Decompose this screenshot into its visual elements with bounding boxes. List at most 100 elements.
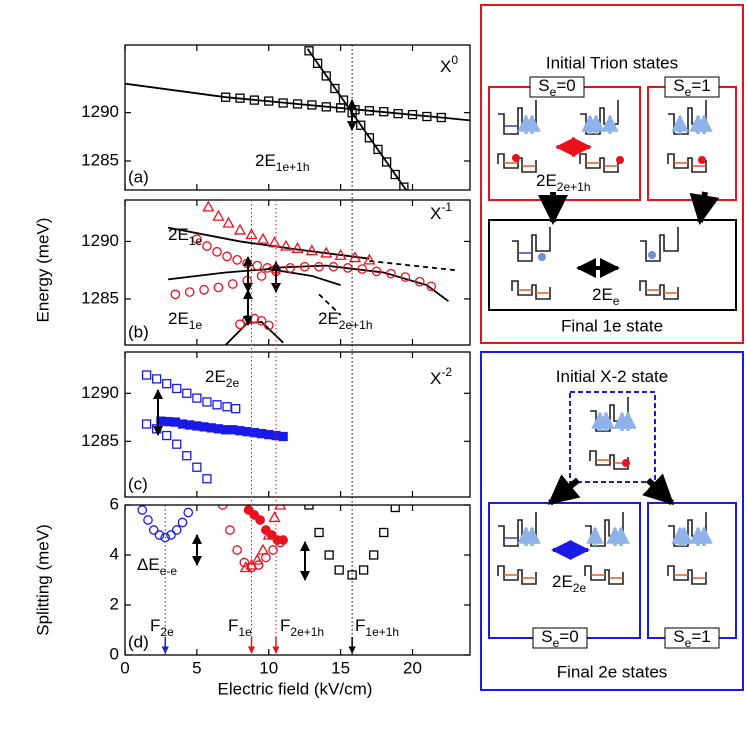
data-point xyxy=(274,505,287,510)
dot-icon xyxy=(497,512,541,585)
y-tick-label: 6 xyxy=(110,494,119,513)
trion-frame xyxy=(480,4,744,344)
data-point xyxy=(170,289,181,300)
species-label-sup: 0 xyxy=(451,53,458,67)
field-marker-label: F2e xyxy=(150,616,174,639)
data-point xyxy=(373,144,383,155)
data-point xyxy=(263,320,274,331)
conduction-band xyxy=(668,100,707,135)
particle xyxy=(648,251,656,259)
field-marker-label-sub: 1e+1h xyxy=(365,625,399,639)
fit-line xyxy=(306,48,408,190)
annotation-sub: 1e xyxy=(189,234,203,248)
data-point xyxy=(255,515,265,525)
data-point xyxy=(347,570,357,580)
exchange-label: 2Ee xyxy=(592,285,620,308)
species-label: X-1 xyxy=(430,200,452,223)
data-point xyxy=(422,111,432,122)
data-point xyxy=(162,430,172,441)
diagram-title: Initial X-2 state xyxy=(556,367,668,386)
data-point xyxy=(256,271,267,281)
data-point xyxy=(393,108,403,119)
data-point xyxy=(268,236,281,248)
diagram-title-title_tail: state xyxy=(627,367,669,386)
data-point xyxy=(202,397,212,407)
data-point xyxy=(334,248,347,260)
y-axis-label: Energy (meV) xyxy=(33,218,52,323)
data-point xyxy=(151,374,162,384)
data-point xyxy=(252,260,263,271)
annotation-text: 2E xyxy=(205,367,226,386)
state-box xyxy=(488,502,641,639)
plot-area xyxy=(137,505,400,580)
data-point xyxy=(390,505,400,513)
data-point xyxy=(227,279,238,289)
state-tag-label-sub: e xyxy=(550,85,557,99)
field-marker-label: F2e+1h xyxy=(280,616,324,639)
dot-icon xyxy=(511,227,551,300)
state-tag-label: Se=0 xyxy=(538,76,575,99)
state-box xyxy=(569,391,656,483)
annotation-sub: 2e xyxy=(226,376,240,390)
panel-label: (b) xyxy=(128,322,149,341)
data-point xyxy=(363,253,376,265)
data-point xyxy=(222,402,232,412)
data-point xyxy=(154,530,165,540)
diagram-title: Final 2e states xyxy=(557,662,668,681)
panel-frame xyxy=(124,199,471,346)
data-point xyxy=(305,244,318,256)
data-point xyxy=(304,46,314,56)
field-marker-label-text: F xyxy=(150,616,160,635)
data-point xyxy=(285,263,296,273)
state-tag-label-text: S xyxy=(673,627,684,646)
particle xyxy=(512,154,520,162)
y-tick-label: 1290 xyxy=(81,102,119,121)
data-point xyxy=(342,263,353,273)
annotation-text: 2E xyxy=(168,309,189,328)
state-tag xyxy=(532,627,588,649)
data-point xyxy=(386,268,396,279)
dot-icon xyxy=(639,227,679,300)
plot-area xyxy=(167,200,456,345)
data-point xyxy=(148,525,159,535)
annotation-sub: 2e+1h xyxy=(339,318,373,332)
annotation: 2E2e xyxy=(205,367,239,390)
data-point xyxy=(399,182,409,190)
data-point xyxy=(364,133,375,143)
dot-icon xyxy=(667,100,713,173)
data-point xyxy=(202,200,215,212)
exchange-label-text: 2E xyxy=(536,171,557,190)
data-point xyxy=(256,315,267,326)
field-marker-label: F1e xyxy=(228,616,252,639)
data-point xyxy=(249,95,260,105)
data-point xyxy=(235,93,245,103)
y-tick-label: 4 xyxy=(110,544,119,563)
diagram-title-title_sup: -2 xyxy=(612,367,627,386)
data-point xyxy=(358,565,369,575)
data-point xyxy=(202,241,212,251)
particle xyxy=(538,253,546,261)
field-marker-label-sub: 2e xyxy=(160,625,174,639)
data-point xyxy=(162,379,172,389)
state-tag-label: Se=0 xyxy=(541,627,578,650)
data-point xyxy=(245,228,258,240)
x-tick-label: 10 xyxy=(259,658,278,677)
state-tag-label-tail: =1 xyxy=(691,627,710,646)
fit-line xyxy=(268,264,449,302)
state-tag-label-text: S xyxy=(673,76,684,95)
species-label-text: X xyxy=(440,57,451,76)
data-point xyxy=(426,281,437,292)
data-point xyxy=(141,370,152,380)
data-point xyxy=(379,527,389,538)
data-point xyxy=(357,264,368,274)
y-axis-label: Splitting (meV) xyxy=(33,524,52,635)
state-tag-label-tail: =0 xyxy=(559,627,578,646)
dot-icon xyxy=(497,100,541,173)
annotation-text: ΔE xyxy=(137,555,160,574)
y-tick-label: 1290 xyxy=(81,231,119,250)
x-tick-label: 15 xyxy=(331,658,350,677)
data-point xyxy=(212,209,225,221)
dot-icon xyxy=(589,397,637,470)
state-tag xyxy=(529,76,585,98)
